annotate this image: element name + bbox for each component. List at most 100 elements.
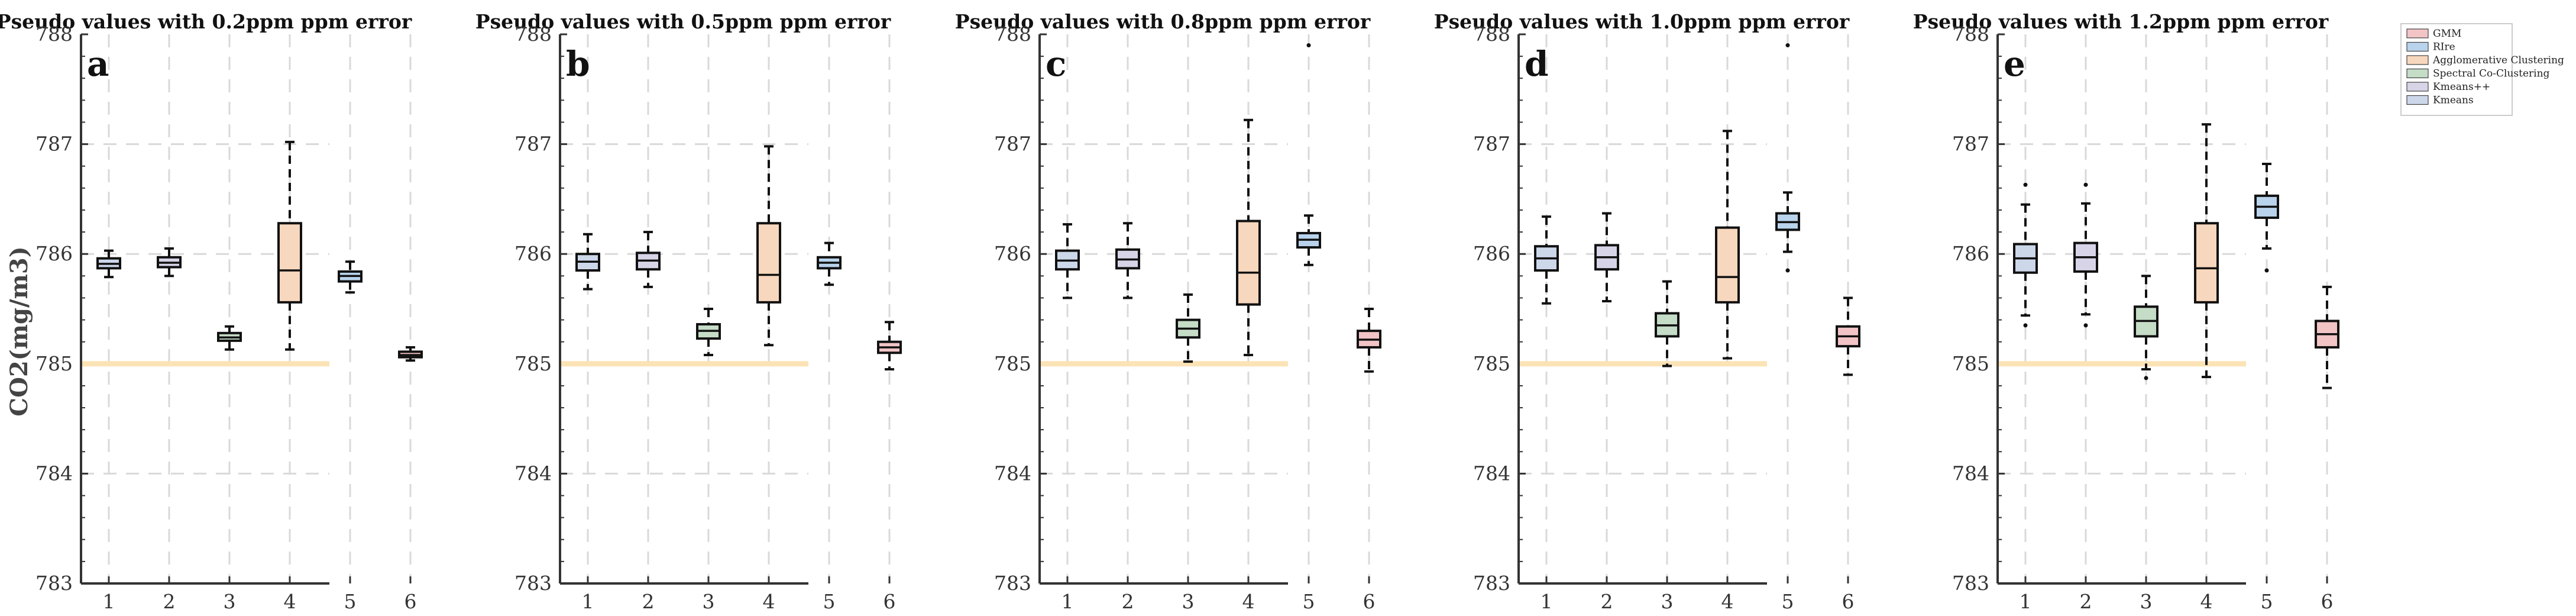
x-tick-label: 1 bbox=[103, 590, 115, 613]
panel-letter: c bbox=[1046, 44, 1066, 84]
panel-e: Pseudo values with 1.2ppm ppm error 783 78… bbox=[1913, 10, 2339, 613]
x-tick-label: 3 bbox=[1182, 590, 1195, 613]
box-3 bbox=[2134, 275, 2158, 380]
y-tick-label: 787 bbox=[1952, 133, 1989, 156]
x-tick-label: 6 bbox=[404, 590, 417, 613]
box-iqr bbox=[2194, 222, 2219, 304]
y-tick-label: 784 bbox=[1952, 462, 1989, 485]
legend-item: Kmeans bbox=[2406, 95, 2474, 107]
box-5 bbox=[338, 260, 363, 294]
x-tick-label: 1 bbox=[1062, 590, 1074, 613]
box-3 bbox=[1176, 293, 1200, 363]
legend-swatch bbox=[2406, 82, 2429, 92]
x-tick-label: 4 bbox=[1721, 590, 1734, 613]
y-tick-label: 786 bbox=[514, 242, 552, 265]
x-tick-label: 1 bbox=[1541, 590, 1553, 613]
box-6 bbox=[1357, 308, 1381, 373]
x-tick-label: 2 bbox=[163, 590, 176, 613]
box-iqr bbox=[277, 222, 302, 304]
outlier-point bbox=[1785, 268, 1790, 273]
y-tick-label: 784 bbox=[35, 462, 73, 485]
panel-title: Pseudo values with 1.2ppm ppm error bbox=[1913, 10, 2329, 33]
box-iqr bbox=[756, 222, 781, 304]
box-4 bbox=[1236, 118, 1261, 356]
x-tick-label: 5 bbox=[823, 590, 836, 613]
box-6 bbox=[2315, 285, 2339, 389]
y-tick-label: 784 bbox=[514, 462, 552, 485]
x-tick-label: 5 bbox=[344, 590, 357, 613]
x-tick-label: 2 bbox=[2080, 590, 2092, 613]
box-1 bbox=[1534, 215, 1559, 305]
box-2 bbox=[1115, 222, 1140, 299]
y-tick-label: 783 bbox=[514, 572, 552, 595]
y-tick-label: 785 bbox=[514, 352, 552, 375]
legend-label: Agglomerative Clustering bbox=[2432, 54, 2564, 66]
panel-b: Pseudo values with 0.5ppm ppm error 783 78… bbox=[475, 10, 902, 613]
y-tick-label: 787 bbox=[994, 133, 1031, 156]
y-tick-label: 785 bbox=[994, 352, 1031, 375]
box-4 bbox=[2194, 123, 2219, 379]
panel-a: Pseudo values with 0.2ppm ppm error 783 78… bbox=[0, 10, 423, 613]
y-tick-label: 786 bbox=[1473, 242, 1510, 265]
y-tick-label: 786 bbox=[35, 242, 73, 265]
y-tick-label: 786 bbox=[1952, 242, 1989, 265]
x-tick-label: 5 bbox=[1782, 590, 1794, 613]
x-tick-label: 4 bbox=[763, 590, 775, 613]
panel-c: Pseudo values with 0.8ppm ppm error 783 78… bbox=[955, 10, 1381, 613]
panel-d: Pseudo values with 1.0ppm ppm error 783 78… bbox=[1434, 10, 1860, 613]
x-tick-label: 1 bbox=[2020, 590, 2032, 613]
panel-letter: a bbox=[87, 44, 109, 84]
y-tick-label: 783 bbox=[994, 572, 1031, 595]
x-tick-label: 5 bbox=[1303, 590, 1315, 613]
y-tick-label: 784 bbox=[994, 462, 1031, 485]
box-2 bbox=[2073, 182, 2098, 328]
x-tick-label: 3 bbox=[2140, 590, 2153, 613]
x-tick-label: 6 bbox=[1363, 590, 1376, 613]
legend-swatch bbox=[2406, 55, 2429, 65]
y-tick-label: 784 bbox=[1473, 462, 1510, 485]
x-tick-label: 3 bbox=[224, 590, 236, 613]
box-2 bbox=[1594, 212, 1619, 303]
x-tick-label: 2 bbox=[1601, 590, 1613, 613]
x-tick-label: 2 bbox=[1122, 590, 1134, 613]
panel-title: Pseudo values with 0.2ppm ppm error bbox=[0, 10, 412, 33]
box-5 bbox=[2254, 163, 2279, 273]
box-5 bbox=[817, 241, 842, 286]
outlier-point bbox=[2144, 376, 2148, 380]
legend-swatch bbox=[2406, 68, 2429, 79]
box-4 bbox=[756, 145, 781, 347]
outlier-point bbox=[2264, 268, 2269, 273]
legend-label: GMM bbox=[2433, 28, 2461, 40]
x-tick-label: 6 bbox=[2321, 590, 2334, 613]
y-tick-label: 783 bbox=[1952, 572, 1989, 595]
box-5 bbox=[1296, 43, 1321, 266]
x-tick-label: 4 bbox=[2200, 590, 2213, 613]
legend-label: Kmeans++ bbox=[2433, 81, 2490, 93]
box-4 bbox=[1715, 130, 1740, 360]
y-tick-label: 788 bbox=[994, 22, 1031, 46]
y-tick-label: 785 bbox=[1473, 352, 1510, 375]
y-tick-label: 788 bbox=[1952, 22, 1989, 46]
outlier-point bbox=[2023, 323, 2028, 328]
x-tick-label: 6 bbox=[884, 590, 896, 613]
box-2 bbox=[157, 247, 182, 278]
y-tick-label: 788 bbox=[514, 22, 552, 46]
legend-item: Kmeans++ bbox=[2406, 81, 2490, 93]
y-tick-label: 787 bbox=[1473, 133, 1510, 156]
y-tick-label: 786 bbox=[994, 242, 1031, 265]
panel-title: Pseudo values with 0.8ppm ppm error bbox=[955, 10, 1371, 33]
box-1 bbox=[2013, 182, 2038, 328]
y-tick-label: 787 bbox=[514, 133, 552, 156]
x-tick-label: 3 bbox=[703, 590, 715, 613]
x-tick-label: 3 bbox=[1661, 590, 1674, 613]
panel-letter: e bbox=[2004, 44, 2025, 84]
box-6 bbox=[1836, 296, 1860, 376]
box-6 bbox=[398, 346, 423, 362]
legend-item: Spectral Co-Clustering bbox=[2406, 68, 2550, 80]
x-tick-label: 5 bbox=[2261, 590, 2273, 613]
box-5 bbox=[1775, 43, 1800, 273]
legend-label: Spectral Co-Clustering bbox=[2433, 68, 2550, 80]
y-tick-label: 788 bbox=[1473, 22, 1510, 46]
